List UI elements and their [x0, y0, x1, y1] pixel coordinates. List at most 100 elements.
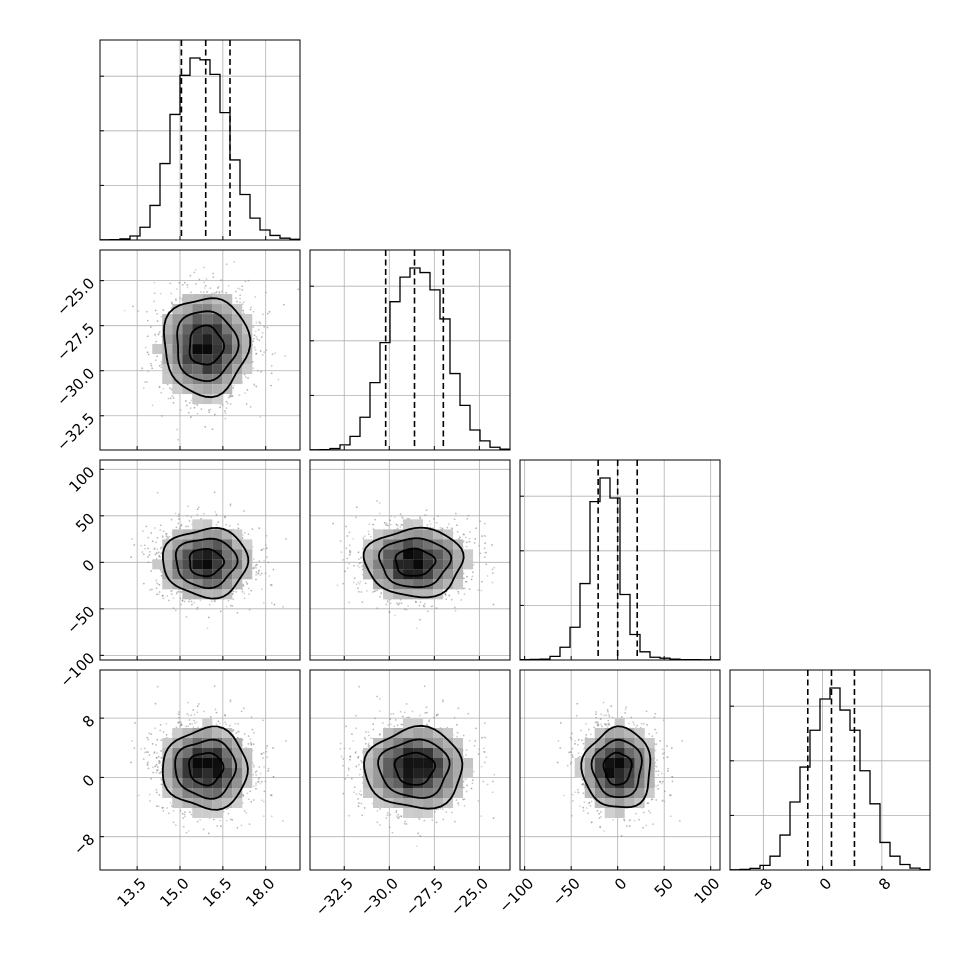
scatter-point: [600, 713, 603, 716]
scatter-point: [270, 372, 273, 375]
scatter-point: [378, 512, 381, 515]
scatter-point: [400, 815, 402, 817]
scatter-point: [252, 310, 255, 313]
scatter-point: [235, 732, 238, 734]
scatter-point: [570, 761, 573, 764]
density-cell: [232, 758, 243, 768]
scatter-point: [155, 340, 158, 343]
panel-3-3: [729, 669, 931, 871]
scatter-point: [252, 763, 255, 766]
scatter-point: [270, 364, 273, 367]
density-cell: [413, 549, 424, 560]
scatter-point: [247, 587, 250, 590]
scatter-point: [187, 411, 190, 414]
scatter-point: [358, 582, 361, 585]
scatter-point: [254, 295, 257, 298]
density-cell: [212, 539, 223, 550]
scatter-point: [191, 603, 193, 606]
scatter-point: [428, 720, 430, 723]
scatter-point: [297, 288, 300, 291]
scatter-point: [352, 791, 355, 794]
scatter-point: [470, 578, 473, 581]
scatter-point: [155, 552, 158, 555]
density-cell: [433, 728, 444, 738]
density-cell: [202, 304, 213, 315]
scatter-point: [151, 404, 154, 407]
panel-3-2: [519, 669, 721, 871]
scatter-point: [466, 575, 468, 578]
scatter-point: [193, 719, 196, 722]
scatter-point: [209, 716, 212, 718]
scatter-point: [203, 287, 206, 289]
density-cell: [383, 798, 394, 808]
scatter-point: [255, 335, 258, 338]
density-cell: [212, 529, 223, 540]
density-cell: [423, 798, 434, 808]
density-cell: [222, 364, 233, 375]
scatter-point: [175, 591, 178, 594]
scatter-point: [437, 808, 440, 810]
scatter-point: [590, 800, 593, 803]
scatter-point: [348, 531, 351, 534]
panel-content: [100, 250, 300, 450]
density-cell: [584, 768, 595, 778]
scatter-point: [450, 598, 453, 601]
scatter-point: [150, 364, 153, 367]
scatter-point: [145, 310, 148, 313]
density-cell: [423, 788, 434, 798]
scatter-point: [348, 769, 351, 772]
scatter-point: [203, 266, 206, 269]
density-cell: [373, 788, 384, 798]
y-tick-label: 8: [79, 712, 98, 731]
density-cell: [172, 529, 183, 540]
scatter-point: [468, 739, 471, 742]
scatter-point: [180, 603, 183, 606]
scatter-point: [670, 747, 673, 749]
scatter-point: [603, 714, 605, 717]
density-cell: [594, 778, 605, 788]
scatter-point: [203, 281, 206, 284]
density-cell: [423, 559, 434, 570]
scatter-point: [257, 781, 260, 783]
scatter-point: [569, 763, 572, 765]
density-cell: [222, 344, 233, 355]
x-tick-label: 8: [875, 874, 894, 893]
scatter-point: [657, 774, 660, 776]
scatter-point: [389, 718, 392, 721]
scatter-point: [259, 772, 262, 775]
density-cell: [383, 778, 394, 788]
scatter-point: [594, 713, 597, 716]
scatter-point: [262, 719, 264, 722]
scatter-point: [577, 791, 580, 793]
scatter-point: [600, 815, 602, 818]
density-cell: [162, 324, 173, 335]
scatter-point: [187, 714, 190, 717]
panel-content: [100, 40, 300, 240]
scatter-point: [181, 283, 184, 286]
scatter-point: [358, 763, 360, 766]
scatter-point: [165, 722, 168, 725]
scatter-point: [457, 804, 460, 806]
scatter-point: [493, 773, 496, 776]
scatter-point: [571, 732, 574, 735]
scatter-point: [386, 599, 389, 602]
scatter-point: [582, 748, 585, 750]
scatter-point: [179, 527, 181, 530]
density-cell: [232, 768, 243, 778]
scatter-point: [671, 780, 674, 783]
scatter-point: [371, 591, 374, 593]
scatter-point: [403, 608, 406, 611]
y-tick-label: −25.0: [53, 274, 98, 319]
density-cell: [403, 768, 414, 778]
panel-frame: [99, 39, 301, 241]
scatter-point: [268, 575, 271, 577]
scatter-point: [342, 582, 345, 585]
density-cell: [363, 758, 374, 768]
scatter-point: [397, 813, 400, 816]
scatter-point: [166, 807, 169, 809]
density-cell: [162, 314, 173, 325]
density-cell: [162, 748, 173, 758]
scatter-point: [647, 802, 650, 805]
scatter-point: [249, 738, 252, 741]
scatter-point: [245, 581, 248, 583]
